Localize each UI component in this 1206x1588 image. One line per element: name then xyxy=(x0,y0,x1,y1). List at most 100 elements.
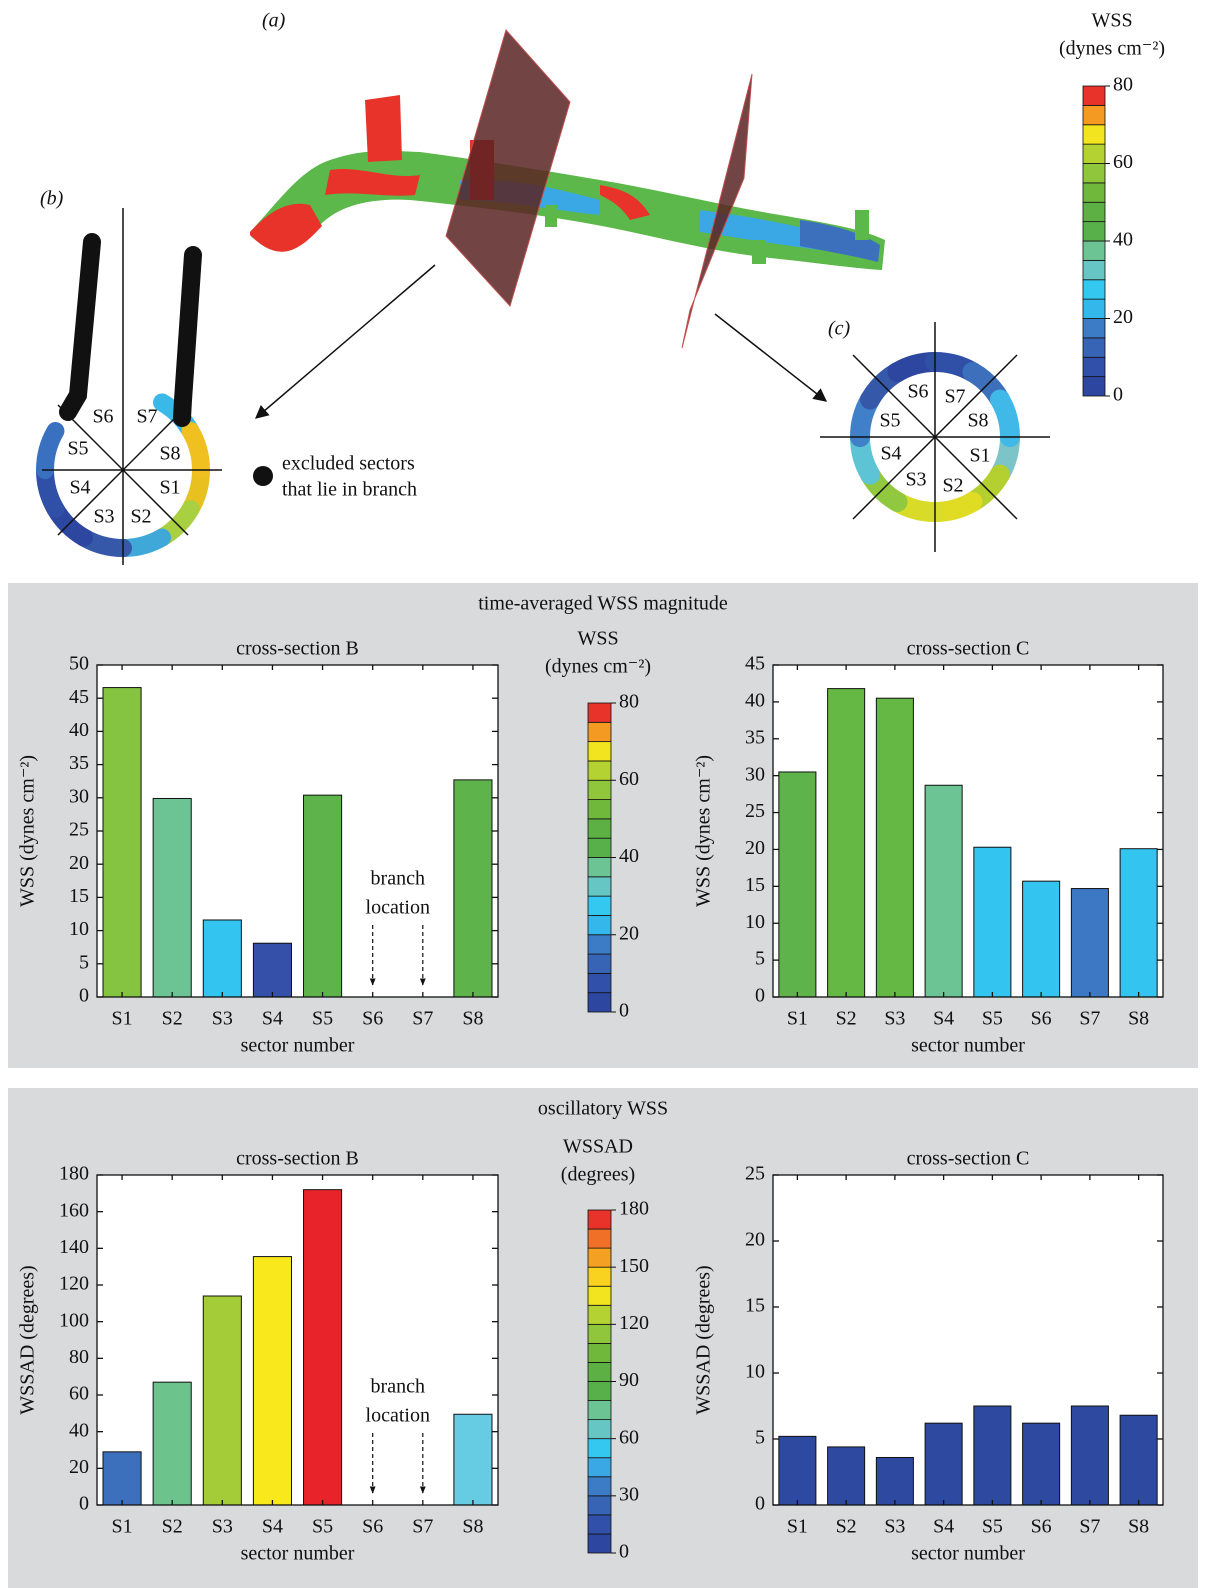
sector-label: S5 xyxy=(67,438,88,460)
bar xyxy=(454,1414,492,1505)
bar xyxy=(1120,849,1157,997)
colorbar-segment xyxy=(588,1515,611,1534)
vessel xyxy=(250,95,885,270)
bar xyxy=(974,847,1011,997)
y-tick-label: 0 xyxy=(79,985,89,1007)
x-tick-label: S3 xyxy=(884,1516,905,1538)
colorbar-segment xyxy=(588,935,611,954)
branch-wall xyxy=(182,255,193,418)
sector-label: S5 xyxy=(879,410,900,432)
colorbar-segment xyxy=(588,1458,611,1477)
bar xyxy=(1120,1415,1157,1505)
chart-title: cross-section C xyxy=(907,638,1030,660)
y-tick-label: 120 xyxy=(59,1273,89,1295)
branch-wall xyxy=(68,242,92,412)
ring-segment xyxy=(1000,400,1010,438)
y-tick-label: 30 xyxy=(745,763,765,785)
x-axis-label: sector number xyxy=(911,1543,1025,1565)
x-tick-label: S6 xyxy=(362,1008,383,1030)
colorbar-segment xyxy=(588,1229,611,1248)
colorbar-segment xyxy=(1083,338,1105,357)
colorbar-segment xyxy=(1083,202,1105,221)
y-tick-label: 140 xyxy=(59,1236,89,1258)
colorbar-tick-label: 80 xyxy=(619,691,639,713)
colorbar-segment xyxy=(588,703,611,722)
y-tick-label: 10 xyxy=(69,918,89,940)
sector-label: S4 xyxy=(880,443,901,465)
x-tick-label: S7 xyxy=(412,1008,433,1030)
arrow xyxy=(256,265,435,418)
y-tick-label: 100 xyxy=(59,1309,89,1331)
x-tick-label: S6 xyxy=(1031,1516,1052,1538)
x-tick-label: S8 xyxy=(1128,1008,1149,1030)
y-tick-label: 0 xyxy=(79,1493,89,1515)
colorbar-tick-label: 20 xyxy=(1113,306,1133,328)
colorbar-segment xyxy=(588,1477,611,1496)
y-tick-label: 40 xyxy=(69,1419,89,1441)
sector-label: S1 xyxy=(159,477,180,499)
colorbar-segment xyxy=(588,915,611,934)
sector-label: S1 xyxy=(969,445,990,467)
x-tick-label: S2 xyxy=(162,1008,183,1030)
colorbar-segment xyxy=(588,1401,611,1420)
colorbar-tick-label: 120 xyxy=(619,1312,649,1334)
colorbar-segment xyxy=(1083,105,1105,124)
y-tick-label: 30 xyxy=(69,785,89,807)
bar xyxy=(876,698,913,997)
bar xyxy=(925,785,962,997)
ring-segment xyxy=(45,431,55,470)
y-tick-label: 25 xyxy=(69,819,89,841)
y-tick-label: 5 xyxy=(79,951,89,973)
colorbar-segment xyxy=(1083,86,1105,105)
colorbar-segment xyxy=(588,954,611,973)
colorbar-segment xyxy=(1083,183,1105,202)
colorbar-segment xyxy=(1083,125,1105,144)
colorbar-segment xyxy=(1083,280,1105,299)
x-tick-label: S5 xyxy=(312,1516,333,1538)
colorbar-segment xyxy=(588,1305,611,1324)
colorbar-segment xyxy=(588,973,611,992)
colorbar-tick-label: 0 xyxy=(1113,384,1123,406)
y-tick-label: 45 xyxy=(745,653,765,675)
x-tick-label: S4 xyxy=(933,1516,954,1538)
bar xyxy=(974,1406,1011,1505)
colorbar-segment xyxy=(1083,164,1105,183)
x-axis-label: sector number xyxy=(241,1035,355,1057)
colorbar-segment xyxy=(588,761,611,780)
x-tick-label: S3 xyxy=(212,1008,233,1030)
colorbar-tick-label: 40 xyxy=(1113,229,1133,251)
legend-text: that lie in branch xyxy=(282,479,417,501)
annotation: branch xyxy=(371,868,425,890)
y-axis-label: WSSAD (degrees) xyxy=(693,1265,715,1414)
annotation: location xyxy=(366,1405,430,1427)
colorbar-title: WSS xyxy=(577,628,618,650)
bar xyxy=(103,1452,141,1505)
y-tick-label: 80 xyxy=(69,1346,89,1368)
y-axis-label: WSSAD (degrees) xyxy=(17,1265,39,1414)
sector-label: S7 xyxy=(944,386,965,408)
x-tick-label: S4 xyxy=(933,1008,954,1030)
colorbar-tick-label: 60 xyxy=(619,1426,639,1448)
colorbar-segment xyxy=(588,877,611,896)
bar xyxy=(153,798,191,997)
y-tick-label: 5 xyxy=(755,1427,765,1449)
y-tick-label: 5 xyxy=(755,948,765,970)
x-tick-label: S1 xyxy=(112,1516,133,1538)
colorbar-segment xyxy=(1083,222,1105,241)
bar xyxy=(1071,1406,1108,1505)
x-tick-label: S3 xyxy=(884,1008,905,1030)
annotation: location xyxy=(366,897,430,919)
colorbar-segment xyxy=(588,1267,611,1286)
x-tick-label: S2 xyxy=(836,1516,857,1538)
y-tick-label: 20 xyxy=(745,1229,765,1251)
y-tick-label: 40 xyxy=(69,719,89,741)
sector-label: S2 xyxy=(942,475,963,497)
x-tick-label: S8 xyxy=(462,1516,483,1538)
y-tick-label: 45 xyxy=(69,686,89,708)
y-tick-label: 160 xyxy=(59,1199,89,1221)
chart-title: cross-section B xyxy=(236,638,359,660)
legend-dot xyxy=(253,466,273,486)
x-tick-label: S5 xyxy=(982,1008,1003,1030)
colorbar-segment xyxy=(588,1248,611,1267)
y-tick-label: 25 xyxy=(745,1163,765,1185)
